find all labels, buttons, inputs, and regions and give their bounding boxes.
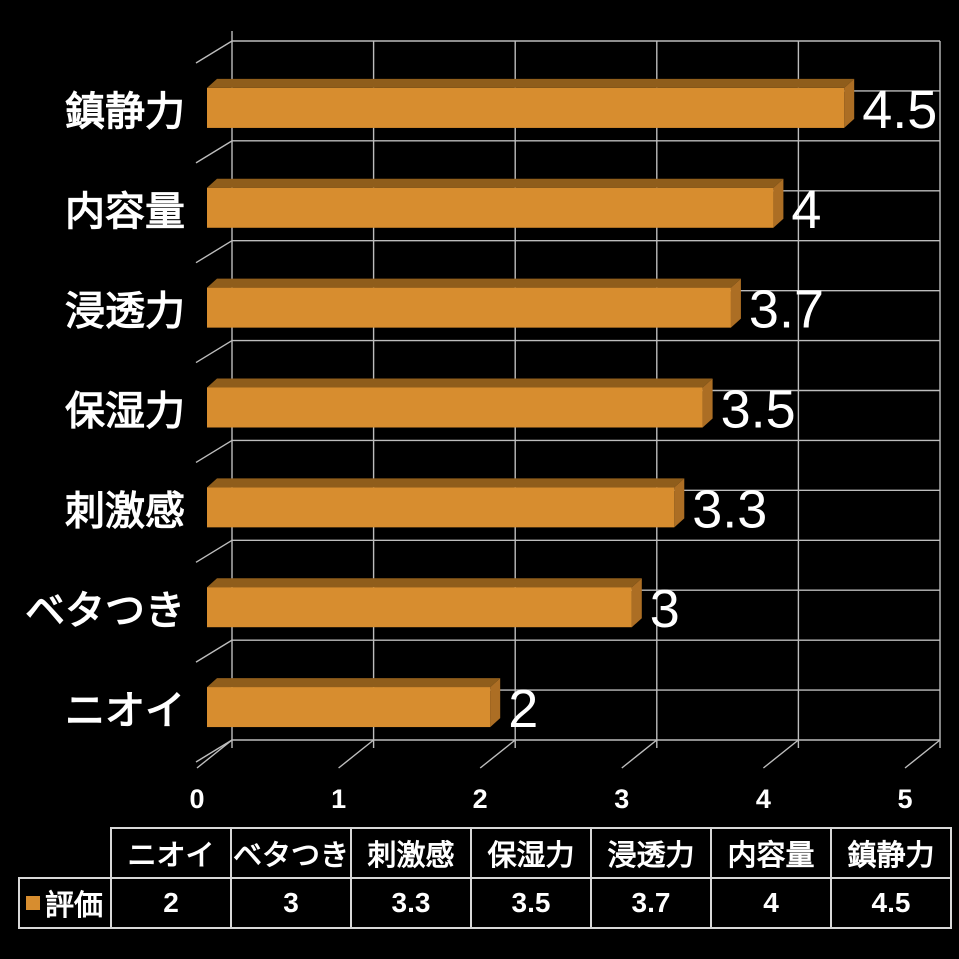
value-axis-tick bbox=[762, 739, 799, 769]
value-axis-tick bbox=[196, 739, 233, 769]
category-axis-tick bbox=[195, 240, 233, 264]
category-label: 鎮静力 bbox=[65, 90, 185, 134]
x-axis-tick-label: 2 bbox=[473, 784, 488, 814]
category-axis-tick bbox=[195, 339, 233, 364]
bar-front-face bbox=[207, 687, 491, 728]
category-axis-tick bbox=[195, 439, 233, 464]
bar-front-face bbox=[207, 187, 774, 228]
bar-top-face bbox=[207, 278, 741, 288]
value-axis-tick bbox=[621, 739, 658, 769]
x-axis-tick-label: 1 bbox=[331, 784, 346, 814]
bar-front-face bbox=[207, 487, 675, 528]
value-axis-tick bbox=[904, 739, 941, 769]
bar-end-face bbox=[702, 378, 713, 428]
bar-end-face bbox=[773, 178, 784, 228]
table-header-cell: ベタつき bbox=[230, 827, 352, 879]
table-value-cell: 3.5 bbox=[470, 877, 592, 929]
bar-front-face bbox=[207, 287, 731, 328]
bar-end-face bbox=[730, 278, 741, 328]
bar-top-face bbox=[207, 178, 784, 188]
category-axis-tick bbox=[195, 539, 233, 563]
table-value-cell: 3.3 bbox=[350, 877, 472, 929]
bar-front-face bbox=[207, 587, 632, 628]
table-header-cell: 内容量 bbox=[710, 827, 832, 879]
bar-top-face bbox=[207, 578, 642, 588]
bar-top-face bbox=[207, 678, 501, 688]
table-corner-cell bbox=[19, 828, 111, 878]
bar-end-face bbox=[631, 578, 642, 628]
bar-value-label: 3.7 bbox=[749, 280, 824, 340]
category-label: 刺激感 bbox=[65, 489, 185, 533]
category-label: 浸透力 bbox=[65, 290, 185, 334]
bar-value-label: 4.5 bbox=[862, 80, 937, 140]
table-header-cell: 鎮静力 bbox=[830, 827, 952, 879]
bar-end-face bbox=[674, 478, 685, 528]
bar-value-label: 2 bbox=[508, 679, 538, 739]
x-axis-tick-label: 5 bbox=[897, 784, 912, 814]
bar-front-face bbox=[207, 387, 703, 428]
value-axis-tick bbox=[479, 739, 516, 769]
value-axis-tick bbox=[338, 739, 375, 769]
data-table: ニオイ ベタつき 刺激感 保湿力 浸透力 内容量 鎮静力 評価 2 3 3.3 … bbox=[18, 827, 952, 929]
bar-front-face bbox=[207, 87, 845, 128]
series-row-label: 評価 bbox=[45, 890, 104, 922]
category-label: ニオイ bbox=[65, 689, 185, 733]
bar-value-label: 4 bbox=[791, 180, 821, 240]
table-header-cell: 浸透力 bbox=[590, 827, 712, 879]
x-axis-tick-label: 3 bbox=[614, 784, 629, 814]
x-axis-tick-label: 0 bbox=[189, 784, 204, 814]
table-value-cell: 4 bbox=[710, 877, 832, 929]
table-header-row: ニオイ ベタつき 刺激感 保湿力 浸透力 内容量 鎮静力 bbox=[19, 827, 952, 879]
series-row-label-cell: 評価 bbox=[18, 877, 112, 929]
category-label: 内容量 bbox=[65, 190, 185, 234]
bar-end-face bbox=[490, 678, 501, 728]
table-value-cell: 2 bbox=[110, 877, 232, 929]
series-legend-swatch-icon bbox=[26, 896, 40, 910]
category-axis-tick bbox=[195, 639, 233, 663]
category-label: ベタつき bbox=[25, 589, 185, 633]
bar-top-face bbox=[207, 378, 713, 388]
table-value-cell: 4.5 bbox=[830, 877, 952, 929]
category-label: 保湿力 bbox=[65, 390, 185, 434]
table-value-cell: 3 bbox=[230, 877, 352, 929]
bar-chart: 4.5 鎮静力 4 内容量 3.7 浸透力 3.5 保湿力 3.3 刺激感 3 ベタつき 2 ニオイ 0 1 2… bbox=[25, 31, 941, 814]
table-value-row: 評価 2 3 3.3 3.5 3.7 4 4.5 bbox=[18, 877, 952, 929]
table-header-cell: 刺激感 bbox=[350, 827, 472, 879]
bar-value-label: 3.3 bbox=[692, 479, 767, 539]
bar-value-label: 3 bbox=[650, 579, 680, 639]
table-header-cell: 保湿力 bbox=[470, 827, 592, 879]
bar-top-face bbox=[207, 478, 685, 488]
category-axis-tick bbox=[195, 140, 233, 164]
table-header-cell: ニオイ bbox=[110, 827, 232, 879]
category-axis-tick bbox=[195, 739, 233, 763]
category-axis-tick bbox=[195, 40, 233, 64]
x-axis-tick-label: 4 bbox=[756, 784, 771, 814]
bar-value-label: 3.5 bbox=[721, 380, 796, 440]
bar-top-face bbox=[207, 78, 855, 88]
table-value-cell: 3.7 bbox=[590, 877, 712, 929]
bar-end-face bbox=[844, 78, 855, 128]
